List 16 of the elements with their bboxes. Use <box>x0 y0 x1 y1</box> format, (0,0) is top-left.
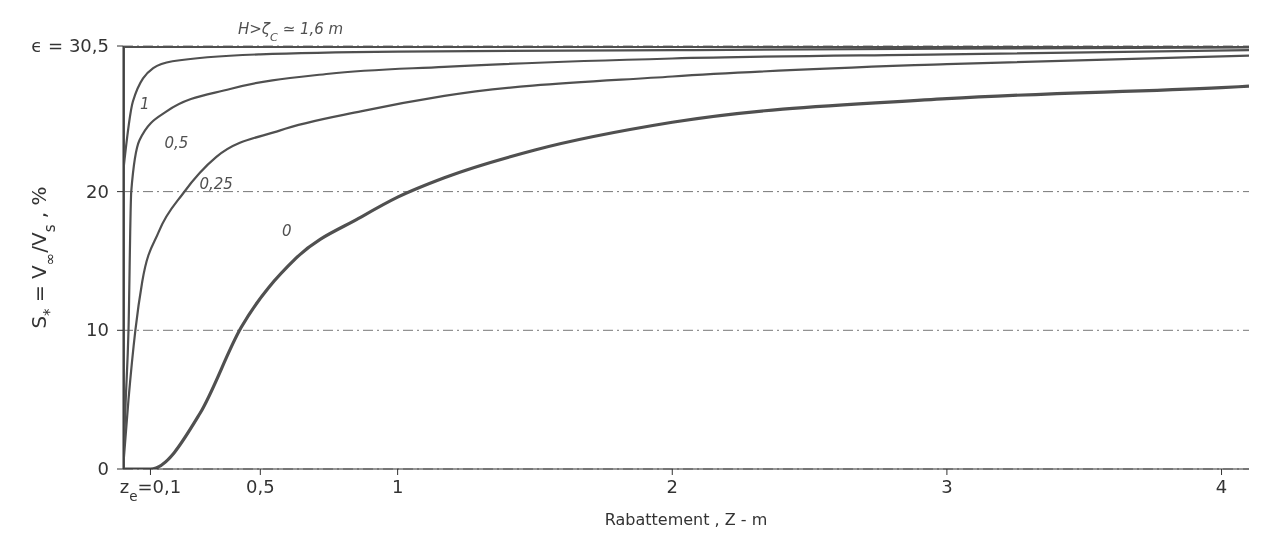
y-tick-label: 0 <box>97 458 109 479</box>
series-label: 1 <box>139 95 150 114</box>
series-label: 0 <box>282 222 292 241</box>
x-tick-label: 0,5 <box>246 476 275 497</box>
y-tick-label: 10 <box>86 319 109 341</box>
y-tick-label: 20 <box>86 180 109 202</box>
x-tick-label: z$_{e}$=0,1 <box>119 476 182 504</box>
series-label: 0,25 <box>199 175 233 194</box>
x-tick-label: 3 <box>941 476 953 497</box>
x-axis-title: Rabattement , Z - m <box>604 510 768 529</box>
series-label: H>ζ$_{C}$ ≃ 1,6 m <box>238 20 344 44</box>
x-tick-label: 1 <box>391 476 404 497</box>
y-tick-label: ϵ = 30,5 <box>31 35 109 56</box>
x-tick-label: 2 <box>666 476 678 497</box>
x-tick-label: 4 <box>1215 476 1228 497</box>
series-label: 0,5 <box>164 134 189 153</box>
